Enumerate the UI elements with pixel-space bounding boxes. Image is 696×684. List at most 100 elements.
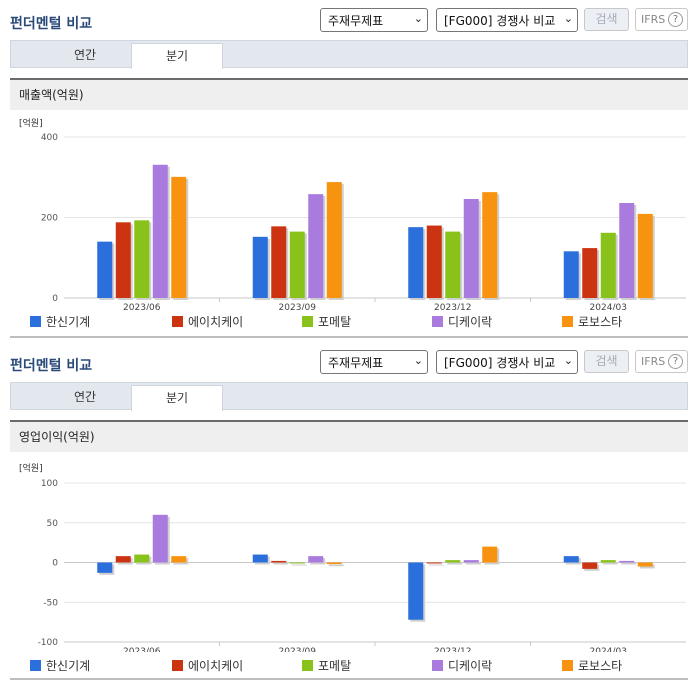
x-tick-label: 2023/12 [434,647,471,652]
bar-shadow [447,562,463,565]
bar[interactable] [600,232,616,298]
legend-item[interactable]: 포메탈 [302,657,351,674]
ifrs-button[interactable]: IFRS? [635,350,688,373]
bar-shadow [328,564,344,567]
panel-title: 매출액(억원) [10,80,688,110]
search-button[interactable]: 검색 [584,350,629,373]
y-tick-label: 50 [47,519,59,529]
bar[interactable] [134,220,150,298]
legend-label: 한신기계 [46,315,91,329]
bar[interactable] [426,562,442,564]
ifrs-button[interactable]: IFRS? [635,8,688,31]
bar[interactable] [426,225,442,298]
y-tick-label: -100 [38,638,59,648]
x-tick-label: 2024/03 [590,647,627,652]
ifrs-label: IFRS [641,13,666,26]
legend-swatch [562,316,573,327]
bar[interactable] [619,203,635,298]
tab-quarterly[interactable]: 분기 [131,385,223,411]
bar[interactable] [600,560,616,563]
bar[interactable] [152,514,168,563]
legend-item[interactable]: 로보스타 [562,313,622,330]
help-icon[interactable]: ? [668,354,683,369]
statement-select[interactable]: 주재무제표 ⌄ [320,350,428,374]
compare-select[interactable]: [FG000] 경쟁사 비교 ⌄ [436,350,578,374]
chevron-down-icon: ⌄ [413,12,423,25]
bar[interactable] [482,546,498,563]
statement-select-value: 주재무제표 [328,14,384,28]
help-icon[interactable]: ? [668,12,683,27]
bar[interactable] [252,554,268,563]
tab-annual[interactable]: 연간 [73,390,97,404]
bar[interactable] [326,182,342,298]
chevron-down-icon: ⌄ [563,12,573,25]
bar[interactable] [408,562,424,620]
compare-select-value: [FG000] 경쟁사 비교 [444,14,556,28]
y-tick-label: 0 [52,294,58,304]
legend-item[interactable]: 한신기계 [30,313,90,330]
bar[interactable] [445,231,461,298]
compare-select[interactable]: [FG000] 경쟁사 비교 ⌄ [436,8,578,32]
legend-item[interactable]: 포메탈 [302,313,351,330]
bar[interactable] [289,562,305,564]
statement-select[interactable]: 주재무제표 ⌄ [320,8,428,32]
bar[interactable] [271,560,287,563]
fundamental-section-operating-profit: 펀더멘털 비교 주재무제표 ⌄ [FG000] 경쟁사 비교 ⌄ 검색 IFRS? … [0,342,696,684]
y-tick-label: -50 [43,598,58,608]
legend-item[interactable]: 에이치케이 [172,313,243,330]
bar[interactable] [308,194,324,298]
x-tick-label: 2023/06 [123,303,161,310]
legend-item[interactable]: 디케이락 [432,313,492,330]
bar[interactable] [271,226,287,298]
legend-item[interactable]: 디케이락 [432,657,492,674]
bar-shadow [602,562,618,565]
legend-item[interactable]: 한신기계 [30,657,90,674]
legend-label: 로보스타 [578,315,623,329]
bar[interactable] [289,231,305,298]
bar[interactable] [115,222,131,298]
section-title: 펀더멘털 비교 [10,16,93,32]
bar[interactable] [134,554,150,563]
bar[interactable] [326,562,342,565]
bar[interactable] [445,560,461,563]
legend-swatch [302,316,313,327]
legend-swatch [302,660,313,671]
bar[interactable] [582,248,598,298]
bar[interactable] [308,556,324,563]
bar-shadow [621,562,637,565]
operating-profit-bar-chart: [억원] -100 -50 0 50 100 2023/06 2023/09 2023/12 20… [19,462,686,652]
bar[interactable] [152,164,168,298]
y-tick-label: 100 [41,479,58,489]
bar[interactable] [463,560,479,563]
period-tabs: 연간 분기 [10,382,688,411]
legend-label: 로보스타 [578,659,623,673]
bar[interactable] [637,213,653,298]
bar[interactable] [252,236,268,298]
tab-quarterly[interactable]: 분기 [131,43,223,69]
bar[interactable] [97,562,113,573]
bar[interactable] [171,556,187,563]
bar[interactable] [637,562,653,567]
bar[interactable] [408,227,424,298]
bar[interactable] [482,192,498,298]
y-tick-label: 200 [41,214,58,224]
tab-annual[interactable]: 연간 [73,48,97,62]
bar[interactable] [171,176,187,298]
bar[interactable] [619,560,635,563]
section-header: 펀더멘털 비교 주재무제표 ⌄ [FG000] 경쟁사 비교 ⌄ 검색 IFRS? [0,0,696,40]
bar-shadow [639,564,655,569]
legend-item[interactable]: 에이치케이 [172,657,243,674]
x-tick-label: 2023/09 [279,647,317,652]
search-button[interactable]: 검색 [584,8,629,31]
bar[interactable] [563,556,579,563]
revenue-bar-chart: [억원] 0 200 400 2023/06 2023/09 2023/12 2024/03 [19,117,686,310]
legend-label: 한신기계 [46,659,91,673]
bar[interactable] [463,198,479,298]
y-tick-label: 0 [52,559,58,569]
bar-shadow [273,562,289,565]
legend-item[interactable]: 로보스타 [562,657,622,674]
bar[interactable] [582,562,598,569]
bar[interactable] [97,241,113,298]
bar[interactable] [115,556,131,563]
bar[interactable] [563,251,579,298]
